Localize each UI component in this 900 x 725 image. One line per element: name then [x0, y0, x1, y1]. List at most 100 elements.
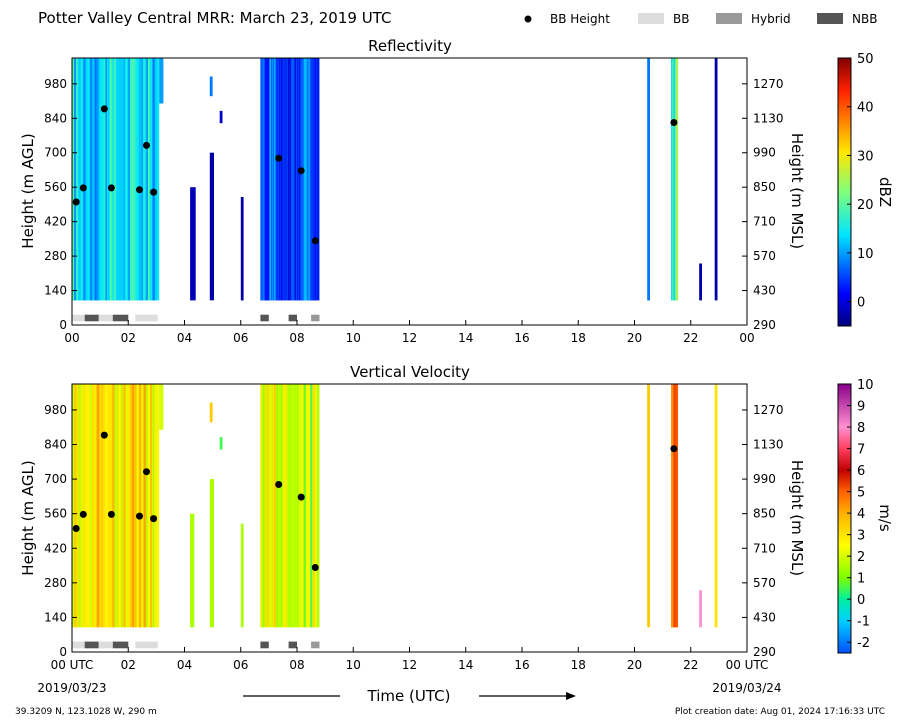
- x-tick-label: 02: [121, 658, 136, 672]
- data-streak: [136, 58, 140, 301]
- bb-type-block: [135, 314, 158, 322]
- colorbar: 0 10 20 30 40 50 dBZ: [837, 52, 894, 327]
- data-streak: [157, 58, 159, 301]
- y2-tick-label: 430: [753, 284, 776, 298]
- data-streak: [265, 58, 268, 301]
- colorbar-tick-label: 5: [857, 486, 865, 501]
- data-streak: [139, 58, 141, 301]
- arrow-head-icon: [566, 692, 576, 700]
- y-tick-label: 420: [44, 215, 67, 229]
- plot-frame: [71, 57, 748, 326]
- x-axis-ticks: 00 UTC 02 04 06 08 10 12 14 16 18 20 22 00 UTC: [51, 647, 768, 672]
- data-streak: [675, 58, 679, 301]
- bb-height-point: [311, 237, 319, 245]
- colorbar-tick-label: 7: [857, 443, 865, 458]
- data-streak: [96, 384, 100, 628]
- data-span: [190, 187, 196, 301]
- data-streak: [285, 384, 287, 628]
- y-tick-label: 840: [44, 438, 67, 452]
- y2-tick-label: 570: [753, 249, 776, 263]
- x-tick-label: 02: [121, 331, 136, 345]
- data-streak: [105, 384, 108, 628]
- data-streak: [312, 58, 316, 301]
- data-streak: [114, 384, 116, 628]
- data-streak: [96, 58, 99, 301]
- x-tick-label: 04: [177, 331, 192, 345]
- colorbar-tick-label: 9: [857, 400, 865, 415]
- bb-height-points: [72, 105, 678, 245]
- legend-label: NBB: [852, 12, 877, 26]
- colorbar-tick-label: 20: [857, 198, 874, 213]
- bb-height-point: [297, 493, 305, 501]
- legend-nbb: NBB: [817, 12, 877, 26]
- y-tick-label: 560: [44, 507, 67, 521]
- data-streak: [112, 58, 115, 301]
- data-streak: [671, 58, 673, 301]
- data-streak: [310, 58, 313, 301]
- data-streak: [72, 384, 75, 628]
- data-streak: [143, 384, 146, 628]
- data-streak: [296, 58, 299, 301]
- y2-tick-label: 290: [753, 645, 776, 659]
- colorbar-label: dBZ: [876, 177, 894, 207]
- bb-height-point: [100, 105, 108, 113]
- y2-axis-label: Height (m MSL): [788, 460, 806, 576]
- colorbar-ticks: -2 -1 0 1 2 3 4 5 6 7 8 9 10: [847, 378, 874, 651]
- reflectivity-data-layer: [72, 58, 718, 301]
- colorbar-tick-label: -1: [857, 615, 870, 630]
- data-streak: [269, 58, 271, 301]
- y2-tick-label: 1270: [753, 403, 784, 417]
- data-streak: [76, 58, 78, 301]
- data-streak: [103, 384, 105, 628]
- data-streak: [112, 384, 115, 628]
- y-tick-label: 840: [44, 111, 67, 125]
- colorbar-ticks: 0 10 20 30 40 50: [847, 52, 874, 311]
- data-streak: [123, 384, 126, 628]
- data-span: [219, 110, 223, 124]
- data-streak: [150, 384, 152, 628]
- data-streak: [105, 58, 107, 301]
- x-tick-label: 14: [458, 331, 473, 345]
- data-streak: [127, 384, 129, 628]
- data-streak: [283, 384, 286, 628]
- data-streak: [74, 384, 77, 628]
- y2-tick-label: 990: [753, 472, 776, 486]
- bb-type-block: [311, 641, 320, 649]
- colorbar-tick-label: 6: [857, 464, 865, 479]
- data-streak: [94, 384, 96, 628]
- creation-date-text: Plot creation date: Aug 01, 2024 17:16:3…: [675, 707, 885, 717]
- data-streak: [269, 384, 271, 628]
- data-span: [699, 590, 702, 628]
- data-streak: [154, 384, 157, 628]
- colorbar-tick-label: 10: [857, 378, 874, 393]
- vertical-velocity-panel: Vertical Velocity 0140280420560700840980…: [19, 363, 894, 672]
- x-tick-label: 10: [346, 658, 361, 672]
- data-streak: [121, 384, 123, 628]
- data-streak: [260, 58, 262, 301]
- data-streak: [121, 58, 123, 301]
- bb-height-point: [107, 510, 115, 518]
- plot-frame: [71, 383, 748, 653]
- data-streak: [303, 384, 307, 628]
- data-streak: [312, 384, 315, 628]
- y-tick-label: 140: [44, 284, 67, 298]
- colorbar-scale: [837, 57, 852, 327]
- legend-hybrid: Hybrid: [716, 12, 791, 26]
- velocity-data-layer: [72, 384, 718, 628]
- bb-type-block: [84, 314, 99, 322]
- data-streak: [267, 58, 270, 301]
- x-tick-label: 20: [627, 331, 642, 345]
- x-tick-label: 12: [402, 331, 417, 345]
- data-span: [190, 513, 195, 628]
- y-tick-label: 0: [59, 318, 67, 332]
- bb-height-point: [150, 188, 158, 196]
- data-streak: [87, 58, 89, 301]
- data-streak: [308, 384, 310, 628]
- data-streak: [110, 58, 112, 301]
- data-streak: [74, 58, 76, 301]
- data-streak: [274, 58, 276, 301]
- y-tick-label: 700: [44, 472, 67, 486]
- x-tick-label: 18: [571, 331, 586, 345]
- data-streak: [673, 58, 675, 301]
- data-streak: [152, 58, 155, 301]
